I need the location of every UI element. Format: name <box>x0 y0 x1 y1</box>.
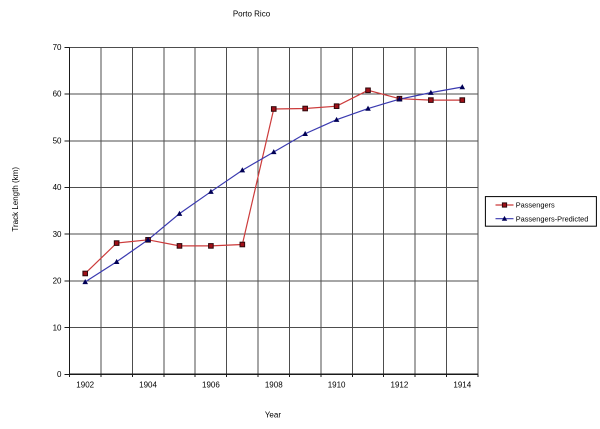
svg-text:1912: 1912 <box>391 380 409 389</box>
svg-text:1910: 1910 <box>328 380 346 389</box>
svg-text:1904: 1904 <box>139 380 157 389</box>
svg-text:Year: Year <box>265 411 282 420</box>
svg-text:1914: 1914 <box>453 380 471 389</box>
svg-text:30: 30 <box>53 230 62 239</box>
svg-text:1908: 1908 <box>265 380 283 389</box>
svg-text:40: 40 <box>53 183 62 192</box>
svg-text:60: 60 <box>53 90 62 99</box>
svg-text:10: 10 <box>53 323 62 332</box>
svg-text:70: 70 <box>53 43 62 52</box>
svg-text:Porto Rico: Porto Rico <box>233 10 271 19</box>
svg-text:Track Length (km): Track Length (km) <box>11 167 20 232</box>
svg-text:1902: 1902 <box>76 380 94 389</box>
svg-text:20: 20 <box>53 277 62 286</box>
svg-text:Passengers: Passengers <box>516 201 555 210</box>
svg-text:Passengers-Predicted: Passengers-Predicted <box>516 214 589 223</box>
svg-text:50: 50 <box>53 136 62 145</box>
svg-text:0: 0 <box>57 370 62 379</box>
svg-text:1906: 1906 <box>202 380 220 389</box>
